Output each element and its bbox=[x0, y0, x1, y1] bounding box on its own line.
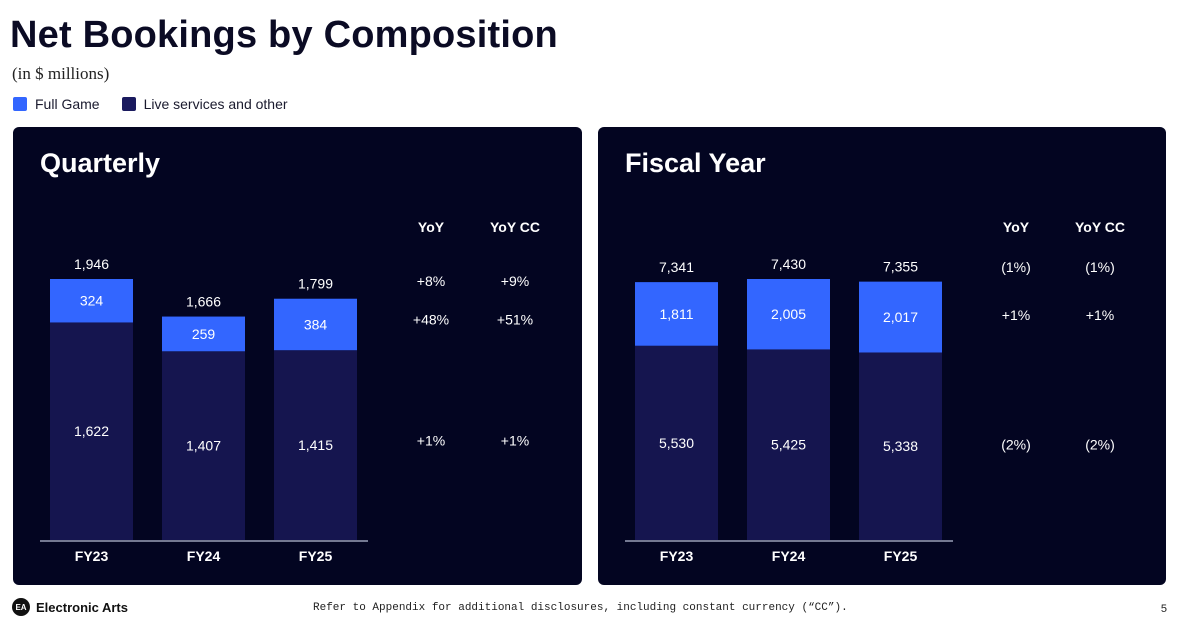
page-number: 5 bbox=[1160, 603, 1167, 615]
fiscal-year-panel: Fiscal Year 1,811 5,530 7,341 FY23 2,005 5,425… bbox=[598, 127, 1166, 585]
data-label-full-game: 1,811 bbox=[660, 306, 694, 322]
legend: Full Game Live services and other bbox=[13, 96, 288, 112]
yoy-value-full-game: +1% bbox=[1002, 307, 1030, 323]
yoy-cc-value-total: +9% bbox=[501, 273, 529, 289]
data-label-total: 1,666 bbox=[186, 294, 221, 310]
bar-full-game bbox=[162, 316, 245, 352]
yoy-value-live-services: (2%) bbox=[1001, 437, 1031, 453]
page-title: Net Bookings by Composition bbox=[10, 14, 558, 56]
ea-logo-icon: EA bbox=[12, 598, 30, 616]
x-tick-label: FY23 bbox=[660, 548, 694, 564]
bar-live-services bbox=[747, 349, 830, 540]
fiscal-year-chart: Fiscal Year 1,811 5,530 7,341 FY23 2,005 5,425… bbox=[625, 148, 1125, 564]
yoy-value-live-services: +1% bbox=[417, 433, 445, 449]
legend-label-full-game: Full Game bbox=[35, 96, 100, 112]
data-label-live-services: 1,622 bbox=[74, 423, 109, 439]
data-label-full-game: 324 bbox=[80, 293, 104, 309]
legend-item-live-services: Live services and other bbox=[121, 96, 288, 112]
x-tick-label: FY24 bbox=[187, 548, 221, 564]
yoy-cc-value-total: (1%) bbox=[1085, 259, 1115, 275]
data-label-full-game: 384 bbox=[304, 316, 328, 332]
panel-title: Quarterly bbox=[40, 148, 160, 178]
data-label-total: 1,799 bbox=[298, 276, 333, 292]
legend-swatch-live-services bbox=[121, 97, 136, 111]
bar-live-services bbox=[859, 352, 942, 540]
x-tick-label: FY23 bbox=[75, 548, 109, 564]
yoy-cc-value-full-game: +1% bbox=[1086, 307, 1114, 323]
quarterly-chart: Quarterly 324 1,622 1,946 FY23 259 1,407 1,666 F… bbox=[40, 148, 540, 564]
yoy-value-total: +8% bbox=[417, 273, 445, 289]
data-label-total: 7,341 bbox=[659, 259, 694, 275]
x-tick-label: FY25 bbox=[884, 548, 918, 564]
footer-note: Refer to Appendix for additional disclos… bbox=[313, 602, 848, 614]
yoy-cc-value-live-services: +1% bbox=[501, 433, 529, 449]
yoy-header: YoY bbox=[418, 219, 445, 235]
data-label-full-game: 259 bbox=[192, 326, 216, 342]
ea-logo-text: Electronic Arts bbox=[36, 599, 128, 615]
quarterly-panel: Quarterly 324 1,622 1,946 FY23 259 1,407 1,666 F… bbox=[13, 127, 582, 585]
bar-live-services bbox=[50, 322, 133, 540]
bar-live-services bbox=[274, 350, 357, 540]
bar-live-services bbox=[162, 351, 245, 540]
data-label-total: 7,430 bbox=[771, 256, 806, 272]
legend-label-live-services: Live services and other bbox=[143, 96, 288, 112]
data-label-full-game: 2,017 bbox=[883, 309, 918, 325]
bar-full-game bbox=[50, 279, 133, 323]
data-label-live-services: 5,425 bbox=[771, 437, 806, 453]
data-label-total: 1,946 bbox=[74, 256, 109, 272]
legend-item-full-game: Full Game bbox=[13, 96, 100, 112]
data-label-live-services: 5,530 bbox=[659, 435, 694, 451]
data-label-live-services: 1,415 bbox=[298, 437, 333, 453]
data-label-full-game: 2,005 bbox=[771, 306, 806, 322]
yoy-value-full-game: +48% bbox=[413, 312, 449, 328]
bar-full-game bbox=[274, 298, 357, 351]
yoy-header: YoY bbox=[1003, 219, 1030, 235]
yoy-cc-value-live-services: (2%) bbox=[1085, 437, 1115, 453]
bar-full-game bbox=[635, 282, 718, 346]
yoy-cc-header: YoY CC bbox=[1075, 219, 1125, 235]
bar-live-services bbox=[635, 345, 718, 540]
yoy-cc-header: YoY CC bbox=[490, 219, 540, 235]
bar-full-game bbox=[747, 279, 830, 350]
page-subtitle: (in $ millions) bbox=[12, 64, 110, 83]
data-label-live-services: 5,338 bbox=[883, 438, 918, 454]
bar-full-game bbox=[859, 281, 942, 353]
yoy-value-total: (1%) bbox=[1001, 259, 1031, 275]
x-tick-label: FY24 bbox=[772, 548, 806, 564]
ea-logo: EA Electronic Arts bbox=[12, 598, 128, 616]
data-label-live-services: 1,407 bbox=[186, 438, 221, 454]
legend-swatch-full-game bbox=[13, 97, 27, 111]
x-tick-label: FY25 bbox=[299, 548, 333, 564]
panel-title: Fiscal Year bbox=[625, 148, 766, 178]
yoy-cc-value-full-game: +51% bbox=[497, 312, 533, 328]
data-label-total: 7,355 bbox=[883, 259, 918, 275]
